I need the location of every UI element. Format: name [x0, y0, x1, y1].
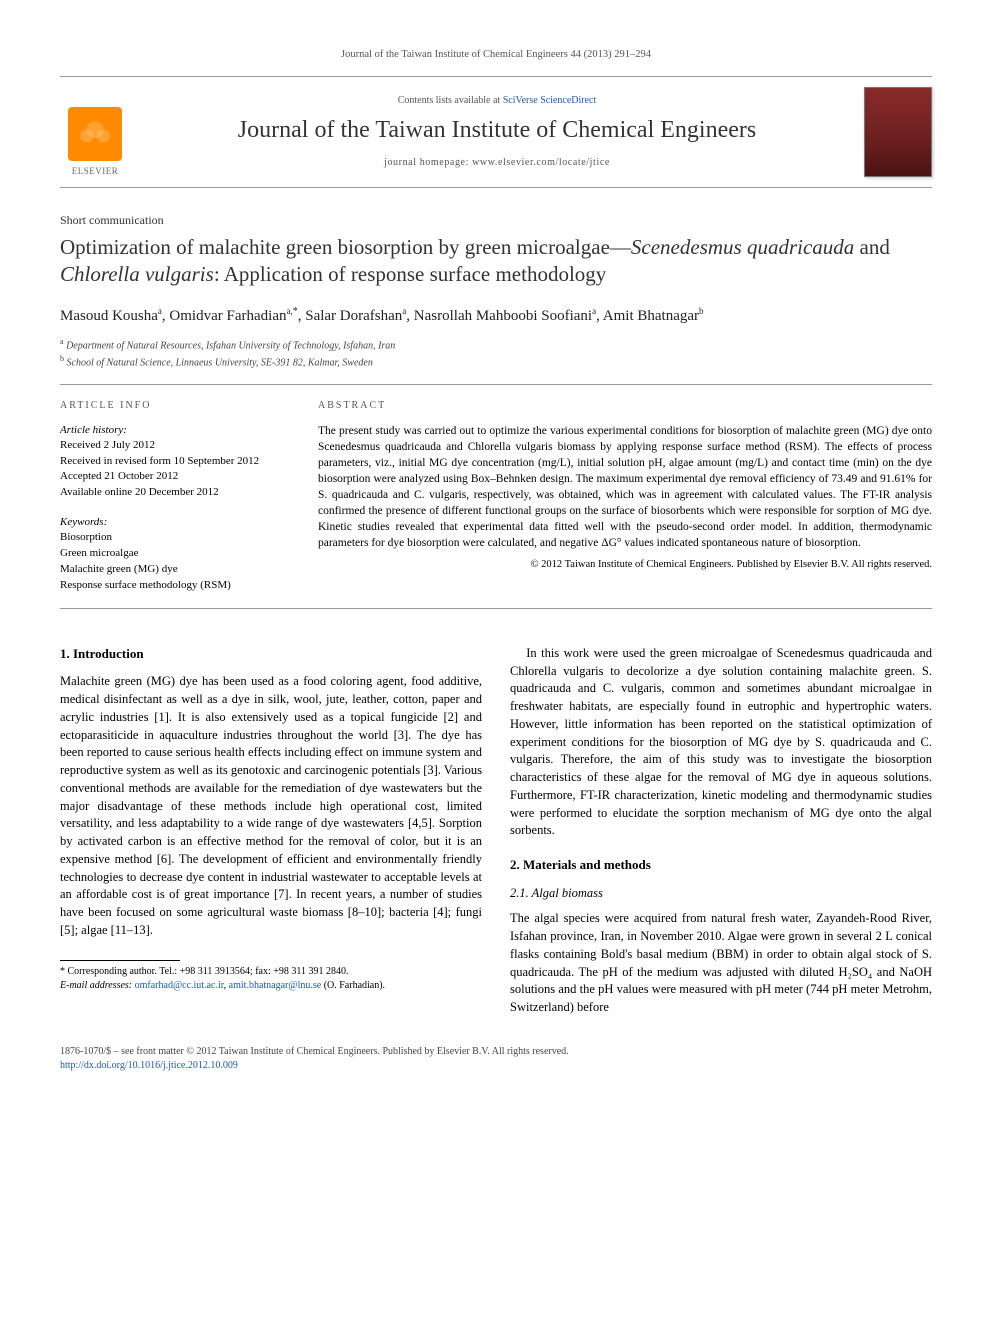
- keywords-label: Keywords:: [60, 515, 290, 530]
- section-2-heading: 2. Materials and methods: [510, 856, 932, 874]
- history-online: Available online 20 December 2012: [60, 485, 290, 501]
- running-head: Journal of the Taiwan Institute of Chemi…: [60, 48, 932, 62]
- keyword: Green microalgae: [60, 546, 290, 562]
- affiliation-text: School of Natural Science, Linnaeus Univ…: [67, 357, 373, 368]
- author-4: Nasrollah Mahboobi Soofiania: [414, 308, 596, 324]
- column-right: In this work were used the green microal…: [510, 645, 932, 1017]
- section-1-heading: 1. Introduction: [60, 645, 482, 663]
- author-name: Omidvar Farhadian: [169, 308, 286, 324]
- column-left: 1. Introduction Malachite green (MG) dye…: [60, 645, 482, 1017]
- affiliation-b: b School of Natural Science, Linnaeus Un…: [60, 353, 932, 370]
- abstract-text: The present study was carried out to opt…: [318, 423, 932, 552]
- title-species-2: Chlorella vulgaris: [60, 262, 214, 286]
- methods-paragraph-1: The algal species were acquired from nat…: [510, 910, 932, 1017]
- keyword: Malachite green (MG) dye: [60, 562, 290, 578]
- article-type-label: Short communication: [60, 212, 932, 228]
- corresponding-footnote: * Corresponding author. Tel.: +98 311 39…: [60, 965, 482, 993]
- page-footer: 1876-1070/$ – see front matter © 2012 Ta…: [60, 1045, 932, 1073]
- title-text-mid: and: [854, 235, 890, 259]
- abstract-heading: ABSTRACT: [318, 399, 932, 413]
- contents-prefix: Contents lists available at: [398, 95, 503, 106]
- elsevier-tree-icon: [68, 107, 122, 161]
- corr-emails: E-mail addresses: omfarhad@cc.iut.ac.ir,…: [60, 979, 482, 993]
- section-2-1-heading: 2.1. Algal biomass: [510, 885, 932, 903]
- author-affil-sup: a: [158, 306, 162, 316]
- journal-homepage-line: journal homepage: www.elsevier.com/locat…: [144, 156, 850, 170]
- homepage-prefix: journal homepage:: [384, 157, 472, 168]
- title-text-pre: Optimization of malachite green biosorpt…: [60, 235, 631, 259]
- author-name: Salar Dorafshan: [305, 308, 402, 324]
- masthead-center: Contents lists available at SciVerse Sci…: [144, 87, 850, 177]
- keyword: Response surface methodology (RSM): [60, 578, 290, 594]
- sciencedirect-link[interactable]: SciVerse ScienceDirect: [503, 95, 597, 106]
- keyword: Biosorption: [60, 530, 290, 546]
- author-name: Masoud Kousha: [60, 308, 158, 324]
- article-title: Optimization of malachite green biosorpt…: [60, 234, 932, 288]
- abstract-copyright: © 2012 Taiwan Institute of Chemical Engi…: [318, 558, 932, 572]
- footnote-separator: [60, 960, 180, 961]
- author-list: Masoud Koushaa, Omidvar Farhadiana,*, Sa…: [60, 304, 932, 328]
- publisher-logo: ELSEVIER: [60, 87, 130, 177]
- history-accepted: Accepted 21 October 2012: [60, 469, 290, 485]
- body-two-column: 1. Introduction Malachite green (MG) dye…: [60, 645, 932, 1017]
- author-name: Amit Bhatnagar: [603, 308, 699, 324]
- author-5: Amit Bhatnagarb: [603, 308, 704, 324]
- email-owner: (O. Farhadian).: [321, 980, 385, 991]
- publisher-logo-text: ELSEVIER: [72, 165, 119, 177]
- contents-available-line: Contents lists available at SciVerse Sci…: [144, 94, 850, 108]
- masthead: ELSEVIER Contents lists available at Sci…: [60, 76, 932, 188]
- affiliations: a Department of Natural Resources, Isfah…: [60, 336, 932, 371]
- doi-link[interactable]: http://dx.doi.org/10.1016/j.jtice.2012.1…: [60, 1060, 238, 1071]
- abstract-block: ABSTRACT The present study was carried o…: [318, 399, 932, 594]
- author-3: Salar Dorafshana: [305, 308, 406, 324]
- affiliation-text: Department of Natural Resources, Isfahan…: [66, 340, 395, 351]
- divider: [60, 608, 932, 609]
- journal-title: Journal of the Taiwan Institute of Chemi…: [144, 114, 850, 146]
- history-received: Received 2 July 2012: [60, 438, 290, 454]
- history-revised: Received in revised form 10 September 20…: [60, 454, 290, 470]
- corr-contact: * Corresponding author. Tel.: +98 311 39…: [60, 965, 482, 979]
- emails-label: E-mail addresses:: [60, 980, 135, 991]
- author-name: Nasrollah Mahboobi Soofiani: [414, 308, 592, 324]
- author-1: Masoud Koushaa: [60, 308, 162, 324]
- divider: [60, 384, 932, 385]
- email-link-2[interactable]: amit.bhatnagar@lnu.se: [229, 980, 322, 991]
- title-text-post: : Application of response surface method…: [214, 262, 607, 286]
- author-affil-sup: a: [402, 306, 406, 316]
- homepage-url: www.elsevier.com/locate/jtice: [472, 157, 610, 168]
- intro-paragraph-2: In this work were used the green microal…: [510, 645, 932, 840]
- article-info-row: ARTICLE INFO Article history: Received 2…: [60, 399, 932, 594]
- title-species-1: Scenedesmus quadricauda: [631, 235, 854, 259]
- journal-cover-thumbnail: [864, 87, 932, 177]
- author-affil-sup: b: [699, 306, 704, 316]
- author-affil-sup: a: [592, 306, 596, 316]
- issn-copyright-line: 1876-1070/$ – see front matter © 2012 Ta…: [60, 1045, 932, 1059]
- email-link-1[interactable]: omfarhad@cc.iut.ac.ir: [135, 980, 224, 991]
- history-label: Article history:: [60, 423, 290, 438]
- article-info-block: ARTICLE INFO Article history: Received 2…: [60, 399, 290, 594]
- article-info-heading: ARTICLE INFO: [60, 399, 290, 413]
- author-2: Omidvar Farhadiana,*: [169, 308, 297, 324]
- intro-paragraph-1: Malachite green (MG) dye has been used a…: [60, 673, 482, 939]
- keywords-block: Keywords: Biosorption Green microalgae M…: [60, 515, 290, 594]
- corresponding-marker: *: [293, 306, 298, 317]
- affiliation-a: a Department of Natural Resources, Isfah…: [60, 336, 932, 353]
- paper-page: Journal of the Taiwan Institute of Chemi…: [0, 0, 992, 1113]
